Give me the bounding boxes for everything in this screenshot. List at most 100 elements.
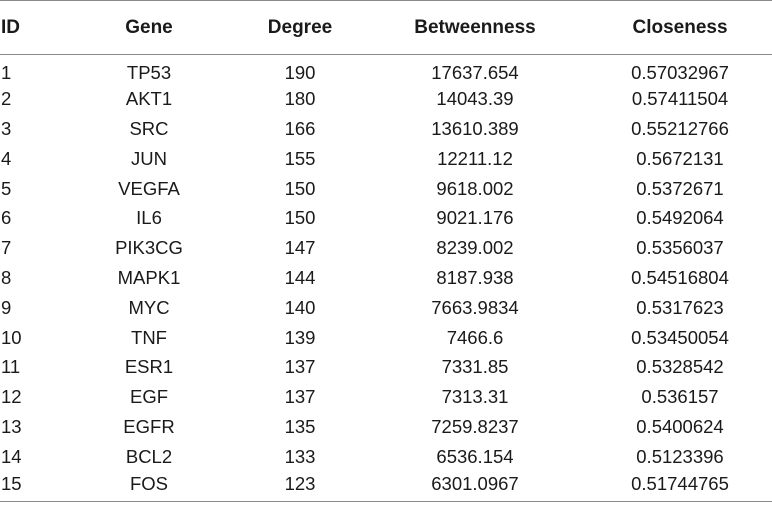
header-gene: Gene (60, 0, 238, 55)
cell-id: 2 (1, 88, 12, 110)
table-row: 5 VEGFA 150 9618.002 0.5372671 (0, 174, 772, 204)
table-row: 2 AKT1 180 14043.39 0.57411504 (0, 84, 772, 114)
cell-degree: 155 (284, 147, 316, 169)
cell-gene: AKT1 (125, 88, 173, 110)
cell-gene: ESR1 (124, 356, 174, 378)
cell-degree: 190 (284, 61, 316, 83)
cell-gene: EGFR (123, 415, 175, 437)
cell-betweenness: 6536.154 (436, 445, 514, 467)
cell-gene: VEGFA (118, 177, 180, 199)
cell-betweenness: 9618.002 (436, 177, 514, 199)
cell-id: 13 (1, 415, 22, 437)
table-row: 4 JUN 155 12211.12 0.5672131 (0, 144, 772, 174)
cell-gene: PIK3CG (115, 237, 183, 259)
cell-gene: TNF (131, 326, 167, 348)
gene-network-table: ID Gene Degree Betweenness Closeness 1 TP… (0, 0, 772, 502)
cell-closeness: 0.5123396 (636, 445, 724, 467)
cell-id: 1 (1, 61, 12, 83)
cell-betweenness: 8239.002 (436, 237, 514, 259)
cell-id: 15 (0, 471, 60, 502)
table-row: 12 EGF 137 7313.31 0.536157 (0, 382, 772, 412)
cell-id: 9 (1, 296, 12, 318)
table-body: 1 TP53 190 17637.654 0.57032967 2 AKT1 180 14043… (0, 55, 772, 502)
table-row: 6 IL6 150 9021.176 0.5492064 (0, 203, 772, 233)
cell-degree: 150 (284, 177, 316, 199)
cell-betweenness: 7466.6 (446, 326, 504, 348)
cell-betweenness: 7313.31 (441, 386, 509, 408)
cell-betweenness: 7663.9834 (431, 296, 519, 318)
header-degree: Degree (238, 0, 362, 55)
cell-closeness: 0.5356037 (636, 237, 724, 259)
cell-betweenness: 8187.938 (436, 266, 514, 288)
cell-id: 11 (1, 356, 21, 378)
header-closeness: Closeness (588, 0, 772, 55)
cell-closeness: 0.5400624 (636, 415, 724, 437)
cell-id: 8 (1, 266, 12, 288)
cell-betweenness: 13610.389 (431, 117, 519, 139)
cell-degree: 147 (284, 237, 316, 259)
cell-closeness: 0.5672131 (636, 147, 724, 169)
cell-id: 3 (1, 117, 12, 139)
cell-closeness: 0.55212766 (631, 117, 729, 139)
header-id: ID (0, 0, 60, 55)
cell-gene: SRC (129, 117, 169, 139)
cell-closeness: 0.536157 (641, 386, 719, 408)
cell-closeness: 0.5492064 (636, 207, 724, 229)
cell-closeness: 0.54516804 (631, 266, 729, 288)
cell-gene: EGF (129, 386, 169, 408)
header-row: ID Gene Degree Betweenness Closeness (0, 0, 772, 55)
cell-id: 7 (1, 237, 12, 259)
table-header: ID Gene Degree Betweenness Closeness (0, 0, 772, 55)
cell-id: 5 (1, 177, 12, 199)
cell-closeness: 0.5328542 (636, 356, 724, 378)
cell-gene: MYC (128, 296, 170, 318)
cell-degree: 150 (284, 207, 316, 229)
cell-id: 6 (1, 207, 12, 229)
cell-id: 12 (1, 386, 22, 408)
cell-degree: 133 (284, 445, 316, 467)
cell-id: 10 (1, 326, 22, 348)
cell-closeness: 0.5317623 (636, 296, 724, 318)
table-row: 11 ESR1 137 7331.85 0.5328542 (0, 352, 772, 382)
cell-closeness: 0.57411504 (631, 88, 729, 110)
cell-degree: 137 (284, 386, 316, 408)
table-row: 14 BCL2 133 6536.154 0.5123396 (0, 442, 772, 472)
table-row: 13 EGFR 135 7259.8237 0.5400624 (0, 412, 772, 442)
cell-gene: BCL2 (125, 445, 173, 467)
cell-gene: JUN (131, 147, 167, 169)
cell-degree: 123 (238, 471, 362, 502)
cell-betweenness: 14043.39 (436, 88, 514, 110)
table-row: 10 TNF 139 7466.6 0.53450054 (0, 323, 772, 353)
cell-betweenness: 7259.8237 (431, 415, 519, 437)
table-row: 8 MAPK1 144 8187.938 0.54516804 (0, 263, 772, 293)
cell-closeness: 0.51744765 (588, 471, 772, 502)
cell-degree: 135 (284, 415, 316, 437)
table-row: 9 MYC 140 7663.9834 0.5317623 (0, 293, 772, 323)
cell-betweenness: 12211.12 (437, 147, 513, 169)
cell-degree: 166 (284, 117, 316, 139)
table-row: 15 FOS 123 6301.0967 0.51744765 (0, 471, 772, 502)
cell-degree: 180 (284, 88, 316, 110)
table-row: 1 TP53 190 17637.654 0.57032967 (0, 55, 772, 85)
cell-gene: IL6 (136, 207, 162, 229)
cell-betweenness: 7331.85 (441, 356, 509, 378)
cell-degree: 139 (284, 326, 316, 348)
table-row: 7 PIK3CG 147 8239.002 0.5356037 (0, 233, 772, 263)
cell-id: 14 (1, 445, 22, 467)
cell-degree: 144 (284, 266, 316, 288)
cell-closeness: 0.53450054 (631, 326, 729, 348)
table-row: 3 SRC 166 13610.389 0.55212766 (0, 114, 772, 144)
cell-gene: TP53 (126, 61, 172, 83)
cell-degree: 137 (284, 356, 316, 378)
cell-betweenness: 6301.0967 (362, 471, 588, 502)
cell-gene: FOS (60, 471, 238, 502)
cell-gene: MAPK1 (117, 266, 181, 288)
cell-betweenness: 17637.654 (431, 61, 519, 83)
cell-id: 4 (1, 147, 12, 169)
header-betweenness: Betweenness (362, 0, 588, 55)
cell-closeness: 0.5372671 (636, 177, 724, 199)
cell-closeness: 0.57032967 (631, 61, 729, 83)
cell-degree: 140 (284, 296, 316, 318)
cell-betweenness: 9021.176 (436, 207, 514, 229)
